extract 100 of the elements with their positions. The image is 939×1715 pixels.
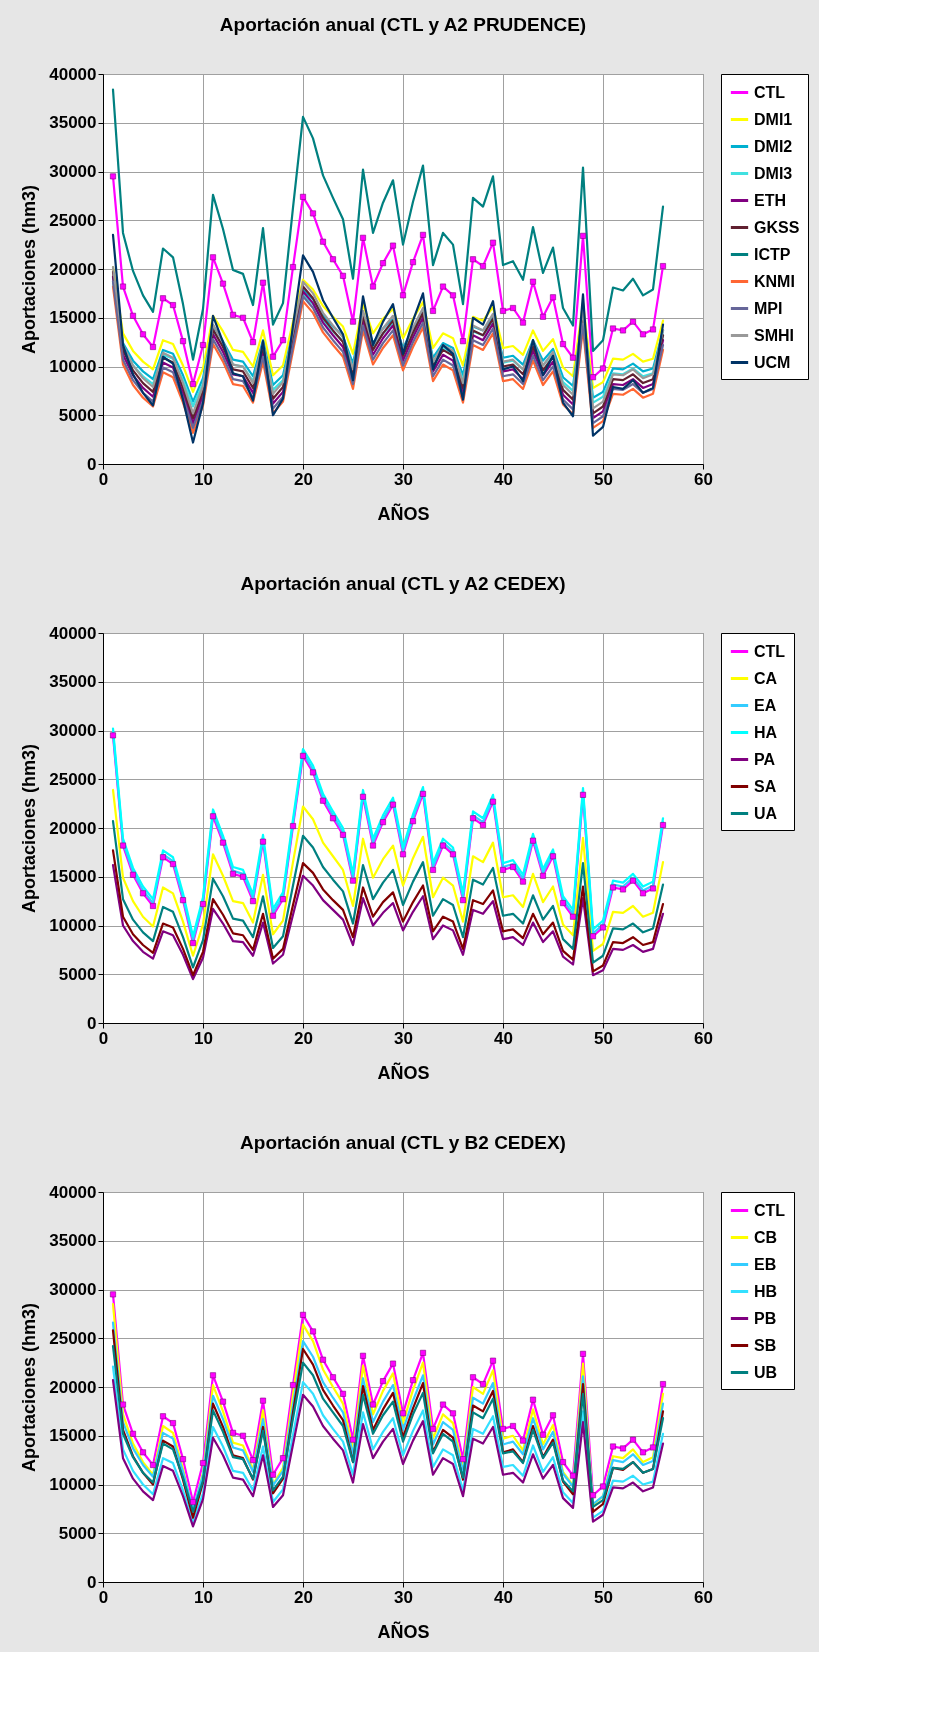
y-tick-label: 15000 [49, 1426, 97, 1446]
point [360, 234, 366, 241]
point [370, 842, 376, 849]
point [470, 1374, 476, 1381]
point [230, 870, 236, 877]
point [280, 896, 286, 903]
y-tick-label: 15000 [49, 308, 97, 328]
point [630, 318, 636, 325]
point [270, 353, 276, 360]
point [310, 1328, 316, 1335]
point [650, 1444, 656, 1451]
x-tick-label: 30 [394, 469, 413, 489]
point [620, 1445, 626, 1452]
point [420, 231, 426, 238]
point [630, 1436, 636, 1443]
point [380, 1378, 386, 1385]
point [200, 901, 206, 907]
point [370, 283, 376, 290]
point [450, 851, 456, 858]
point [240, 873, 246, 880]
point [370, 1401, 376, 1408]
point [440, 283, 446, 290]
legend-label: PB [754, 1309, 777, 1327]
point [600, 924, 606, 931]
legend-label: HB [754, 1282, 778, 1300]
x-tick-label: 60 [694, 1587, 713, 1607]
x-tick-label: 50 [594, 1587, 613, 1607]
point [340, 1390, 346, 1397]
point [650, 885, 656, 892]
point [490, 798, 496, 805]
point [510, 1423, 516, 1429]
y-tick-label: 35000 [49, 1231, 97, 1251]
point [460, 897, 466, 904]
point [300, 193, 306, 200]
point [590, 1492, 596, 1499]
point [250, 339, 256, 346]
point [500, 307, 506, 314]
point [150, 903, 156, 909]
point [420, 1349, 426, 1356]
point [250, 1457, 256, 1464]
point [580, 791, 586, 798]
x-tick-label: 60 [694, 469, 713, 489]
point [640, 331, 646, 338]
legend-label: EB [754, 1255, 777, 1273]
point [430, 1425, 436, 1432]
point [340, 831, 346, 838]
point [660, 822, 666, 829]
point [280, 1455, 286, 1462]
x-tick-label: 10 [194, 469, 213, 489]
point [290, 264, 296, 270]
point [630, 877, 636, 884]
point [320, 1356, 326, 1363]
point [270, 1471, 276, 1478]
point [180, 897, 186, 904]
y-axis-title: Aportaciones (hm3) [19, 184, 40, 355]
x-tick-label: 40 [494, 1028, 513, 1048]
legend-label: SMHI [754, 326, 794, 344]
point [510, 864, 516, 870]
point [350, 318, 356, 325]
point [480, 1381, 486, 1388]
point [300, 1311, 306, 1318]
x-tick-label: 20 [294, 1028, 313, 1048]
legend-label: CA [754, 669, 778, 687]
point [400, 292, 406, 299]
point [550, 1412, 556, 1419]
point [460, 338, 466, 345]
point [330, 1374, 336, 1381]
point [320, 797, 326, 804]
point [120, 283, 126, 290]
point [390, 801, 396, 808]
y-tick-label: 15000 [49, 867, 97, 887]
point [260, 279, 266, 286]
x-axis-title: AÑOS [377, 1620, 430, 1642]
y-tick-label: 35000 [49, 672, 97, 692]
point [540, 313, 546, 320]
point [290, 823, 296, 829]
point [140, 1449, 146, 1456]
y-tick-label: 5000 [58, 1523, 97, 1543]
point [600, 365, 606, 372]
y-tick-label: 25000 [49, 1328, 97, 1348]
point [530, 837, 536, 844]
point [130, 312, 136, 319]
legend-label: KNMI [754, 272, 795, 290]
point [360, 793, 366, 800]
point [480, 822, 486, 829]
x-tick-label: 10 [194, 1587, 213, 1607]
line-series [111, 788, 665, 957]
point [230, 1429, 236, 1436]
point [380, 819, 386, 826]
point [240, 1432, 246, 1439]
point [110, 1291, 116, 1298]
point [220, 1398, 226, 1405]
point [350, 1436, 356, 1443]
point [550, 294, 556, 301]
line-series [111, 88, 665, 361]
point [270, 912, 276, 919]
point [220, 839, 226, 846]
point [190, 940, 196, 946]
point [320, 238, 326, 245]
chart-title: Aportación anual (CTL y B2 CEDEX) [240, 1132, 566, 1153]
